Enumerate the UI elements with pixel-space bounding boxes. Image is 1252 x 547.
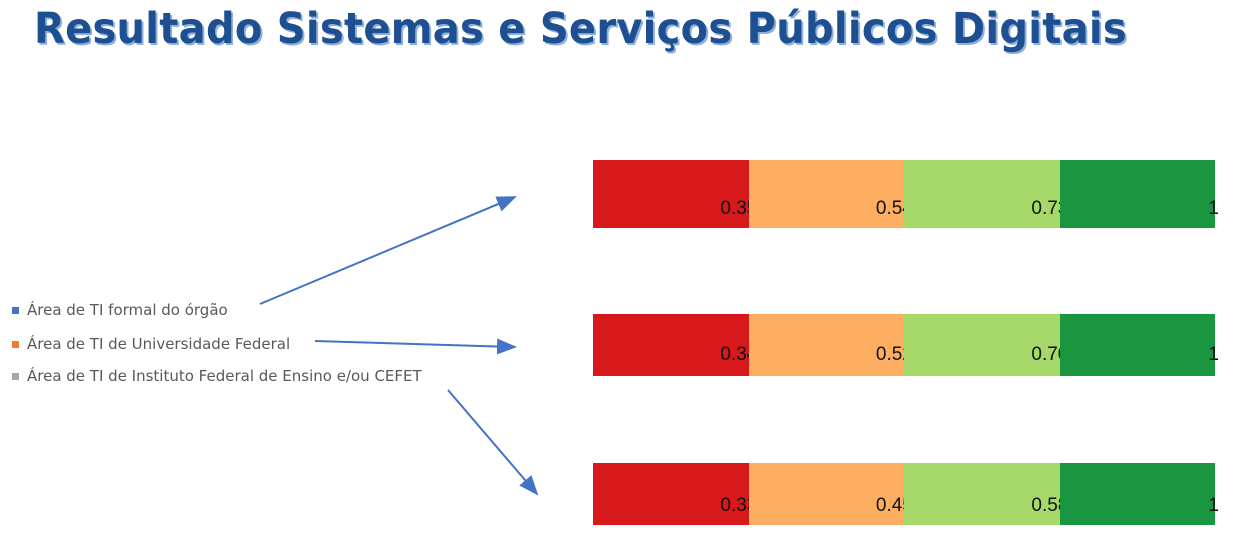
threshold-bar: 0.33020.45670.5832 1	[593, 463, 1219, 525]
bar-segment: 0.5456	[748, 160, 934, 228]
bar-segment: 0.7366	[904, 160, 1090, 228]
bar-segment: 1	[1059, 160, 1219, 228]
bar-segment: 0.5215	[748, 314, 934, 376]
legend-item-universidade: Área de TI de Universidade Federal	[12, 335, 290, 353]
bar-segment: 1	[1059, 463, 1219, 525]
threshold-bar: 0.34220.52150.7007 1	[593, 314, 1219, 376]
data-label: 1	[1208, 198, 1219, 219]
data-label: 1	[1208, 495, 1219, 516]
arrow-1	[259, 196, 517, 305]
bar-segment: 0.3422	[593, 314, 779, 376]
legend-swatch-icon	[12, 372, 19, 380]
data-label: 1	[1208, 344, 1219, 365]
legend-item-orgao: Área de TI formal do órgão	[12, 301, 228, 319]
threshold-bar: 0.35450.54560.7366 1	[593, 160, 1219, 228]
legend-label: Área de TI formal do órgão	[27, 301, 228, 319]
legend-label: Área de TI de Instituto Federal de Ensin…	[27, 367, 422, 385]
legend-swatch-icon	[12, 340, 19, 348]
page-title: Resultado Sistemas e Serviços Públicos D…	[34, 4, 1128, 54]
bar-segment: 0.4567	[748, 463, 934, 525]
bar-segment: 0.5832	[904, 463, 1090, 525]
bar-segment: 0.3545	[593, 160, 779, 228]
legend-label: Área de TI de Universidade Federal	[27, 335, 291, 353]
legend-item-instituto: Área de TI de Instituto Federal de Ensin…	[12, 367, 422, 385]
arrow-2	[314, 338, 517, 355]
bar-segment: 0.3302	[593, 463, 779, 525]
legend-swatch-icon	[12, 306, 19, 314]
bar-segment: 0.7007	[904, 314, 1090, 376]
arrow-3	[447, 389, 539, 496]
bar-segment: 1	[1059, 314, 1219, 376]
